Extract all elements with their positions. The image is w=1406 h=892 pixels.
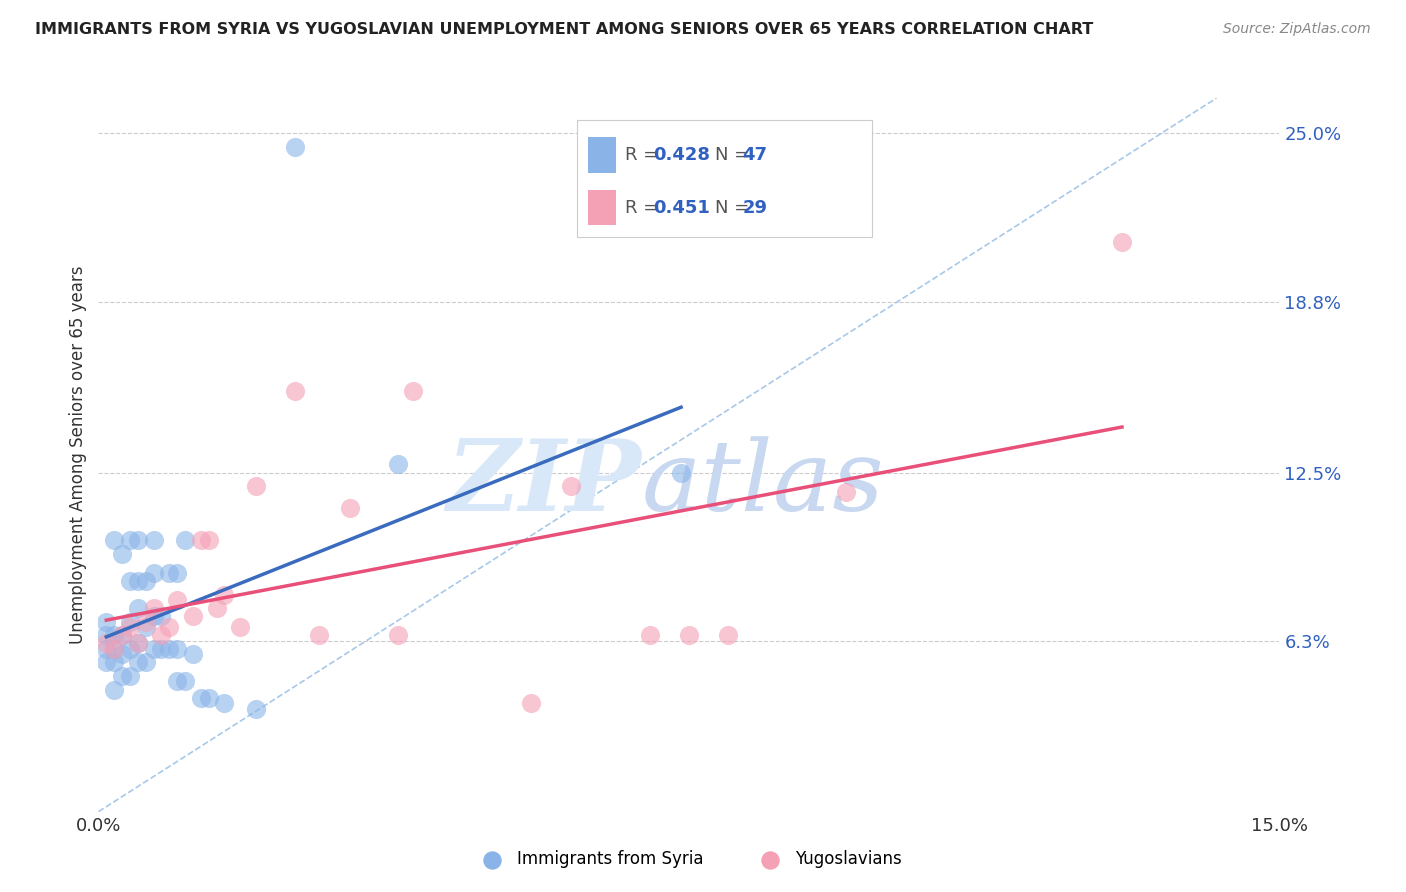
Point [560, 479, 582, 493]
Point [284, 140, 307, 154]
Point [174, 533, 197, 548]
Point [229, 620, 252, 634]
Point [166, 566, 188, 580]
Point [96, 636, 118, 650]
Text: atlas: atlas [641, 436, 884, 531]
Point [308, 628, 330, 642]
Point [520, 696, 543, 710]
Point [1111, 235, 1133, 249]
Point [214, 588, 236, 602]
Point [150, 609, 173, 624]
Point [638, 628, 661, 642]
Text: R =: R = [624, 145, 664, 163]
Text: ZIP: ZIP [447, 435, 641, 532]
Text: R =: R = [624, 199, 664, 217]
Y-axis label: Unemployment Among Seniors over 65 years: Unemployment Among Seniors over 65 years [69, 266, 87, 644]
Point [96, 615, 118, 629]
Point [118, 669, 141, 683]
Point [157, 566, 180, 580]
Point [127, 601, 149, 615]
Point [118, 620, 141, 634]
Point [190, 533, 212, 548]
Point [118, 615, 141, 629]
Legend: Immigrants from Syria, Yugoslavians: Immigrants from Syria, Yugoslavians [470, 844, 908, 875]
Text: 29: 29 [742, 199, 768, 217]
Point [181, 648, 204, 662]
Point [127, 636, 149, 650]
Point [103, 641, 125, 656]
Point [127, 636, 149, 650]
Point [214, 696, 236, 710]
Point [127, 574, 149, 588]
Point [142, 566, 165, 580]
Point [174, 674, 197, 689]
Point [387, 458, 409, 472]
Point [127, 656, 149, 670]
Text: 0.428: 0.428 [652, 145, 710, 163]
Point [103, 628, 125, 642]
Point [135, 574, 157, 588]
Point [150, 628, 173, 642]
Point [669, 466, 692, 480]
Point [245, 701, 267, 715]
Point [190, 690, 212, 705]
Text: 47: 47 [742, 145, 768, 163]
Point [127, 533, 149, 548]
Point [157, 641, 180, 656]
Point [142, 601, 165, 615]
Point [197, 690, 219, 705]
Point [142, 641, 165, 656]
Point [717, 628, 740, 642]
Point [181, 609, 204, 624]
Point [284, 384, 307, 399]
Point [166, 641, 188, 656]
Point [135, 615, 157, 629]
Point [118, 641, 141, 656]
Point [96, 628, 118, 642]
Point [118, 533, 141, 548]
Point [111, 547, 134, 561]
Point [96, 656, 118, 670]
Point [835, 484, 858, 499]
Point [111, 669, 134, 683]
Point [150, 641, 173, 656]
Point [205, 601, 228, 615]
Point [103, 656, 125, 670]
Point [142, 533, 165, 548]
Point [103, 533, 125, 548]
Point [111, 628, 134, 642]
Point [678, 628, 700, 642]
Point [96, 641, 118, 656]
Point [387, 628, 409, 642]
Point [245, 479, 267, 493]
Point [402, 384, 425, 399]
Point [166, 674, 188, 689]
Text: N =: N = [714, 145, 755, 163]
Point [166, 593, 188, 607]
Point [103, 682, 125, 697]
Point [135, 656, 157, 670]
Text: 0.451: 0.451 [652, 199, 710, 217]
Point [135, 620, 157, 634]
Point [339, 500, 361, 515]
Point [111, 628, 134, 642]
Point [197, 533, 219, 548]
Text: IMMIGRANTS FROM SYRIA VS YUGOSLAVIAN UNEMPLOYMENT AMONG SENIORS OVER 65 YEARS CO: IMMIGRANTS FROM SYRIA VS YUGOSLAVIAN UNE… [35, 22, 1094, 37]
Text: N =: N = [714, 199, 755, 217]
Point [111, 648, 134, 662]
Point [157, 620, 180, 634]
Point [103, 641, 125, 656]
Point [118, 574, 141, 588]
Point [142, 609, 165, 624]
Text: Source: ZipAtlas.com: Source: ZipAtlas.com [1223, 22, 1371, 37]
